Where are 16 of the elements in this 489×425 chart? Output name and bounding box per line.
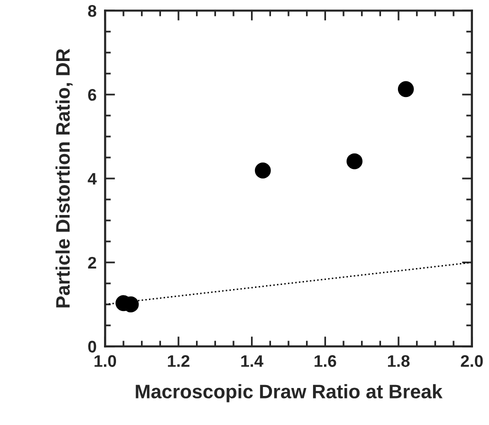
- y-tick-label: 6: [88, 88, 96, 101]
- y-axis-title: Particle Distortion Ratio, DR: [56, 48, 73, 308]
- y-tick-label: 0: [88, 340, 96, 353]
- point: [254, 162, 271, 179]
- y-tick-label: 2: [88, 256, 96, 268]
- x-axis-title: Macroscopic Draw Ratio at Break: [136, 384, 443, 402]
- x-tick-label: 1.2: [168, 355, 190, 367]
- x-tick-label: 2.0: [460, 355, 483, 367]
- point: [346, 153, 363, 170]
- y-tick-label: 4: [88, 173, 97, 185]
- x-tick-label: 1.6: [314, 355, 336, 367]
- x-tick-label: 1.0: [94, 355, 116, 367]
- x-tick-label: 1.8: [388, 355, 410, 367]
- point: [398, 81, 414, 98]
- x-tick-label: 1.4: [241, 355, 264, 367]
- y-tick-label: 8: [88, 5, 96, 17]
